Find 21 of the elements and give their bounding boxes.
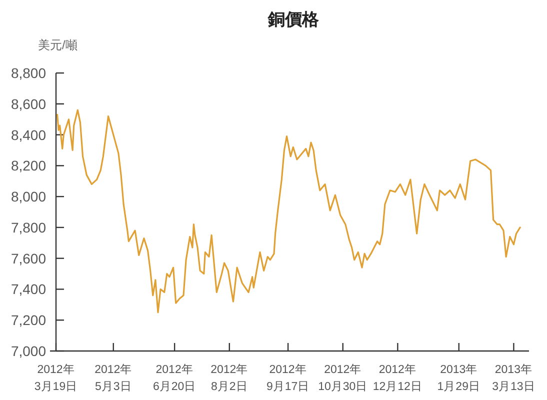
chart-title: 銅價格 [267, 10, 320, 29]
x-tick-label: 2013年 3月13日 [492, 363, 536, 393]
x-tick-label: 2012年 3月19日 [34, 363, 78, 393]
x-tick-label: 2012年 8月2日 [210, 363, 248, 393]
y-tick-label: 7,600 [10, 250, 46, 266]
y-tick-label: 7,200 [10, 312, 46, 328]
y-axis-title: 美元/噸 [38, 38, 78, 52]
x-tick-label: 2012年 5月3日 [94, 363, 132, 393]
x-tick-label: 2012年 6月20日 [152, 363, 196, 393]
y-tick-label: 8,400 [10, 126, 46, 143]
y-tick-label: 7,400 [10, 281, 46, 298]
y-tick-label: 7,800 [10, 219, 46, 236]
y-tick-label: 8,600 [10, 96, 46, 112]
x-tick-label: 2012年 9月17日 [266, 363, 310, 393]
x-tick-label: 2012年 12月12日 [372, 363, 422, 393]
x-tick-label: 2013年 1月29日 [437, 363, 480, 393]
y-tick-label: 8,200 [10, 158, 46, 174]
x-tick-label: 2012年 10月30日 [318, 363, 368, 393]
y-tick-label: 8,800 [10, 65, 46, 81]
y-tick-label: 7,000 [10, 343, 46, 359]
y-tick-label: 8,000 [10, 188, 46, 205]
